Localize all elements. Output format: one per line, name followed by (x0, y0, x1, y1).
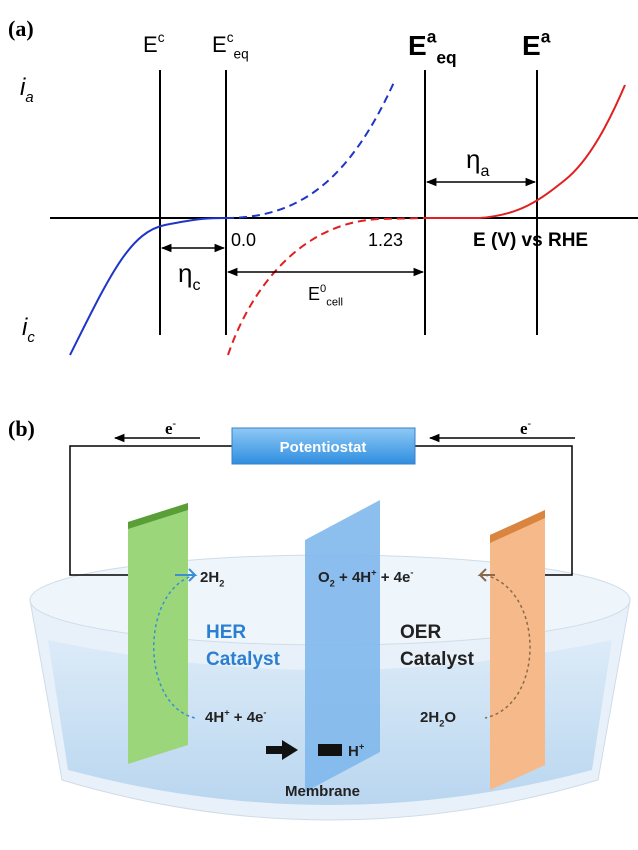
electron-label: e- (165, 418, 177, 438)
text-part: - (263, 707, 266, 717)
text-part: E (212, 32, 227, 57)
text-part: eq (436, 47, 456, 67)
text-part: + 4e (377, 569, 411, 586)
panel-a (50, 70, 638, 355)
figure: (a)EcEceqEaeqEaiaicηaηc0.01.23E (V) vs R… (0, 0, 638, 850)
membrane (305, 500, 380, 792)
panel-b (30, 428, 630, 820)
her-curve (70, 218, 226, 355)
text-part: E (143, 32, 158, 57)
text-part: 2H (420, 709, 439, 726)
potential-label: Ea (522, 26, 551, 61)
text-part: a (427, 26, 437, 46)
catalyst-label: OER (400, 622, 441, 643)
reactant-label: 4H+ + 4e- (205, 707, 267, 726)
text-part: - (528, 418, 532, 429)
text-part: O (444, 709, 456, 726)
text-part: 2H (200, 569, 219, 586)
text-part: H (348, 743, 359, 760)
text-part: η (178, 258, 192, 288)
text-part: c (27, 330, 35, 346)
axis-title: E (V) vs RHE (473, 230, 588, 251)
text-part: eq (234, 47, 249, 62)
axis-value: 0.0 (231, 230, 256, 250)
text-part: + 4H (335, 569, 371, 586)
panel-label: (a) (8, 16, 34, 41)
potential-label: Ec (143, 30, 165, 57)
text-part: a (541, 26, 551, 46)
her-electrode (128, 503, 188, 764)
text-part: 0 (320, 283, 326, 295)
text-part: E (308, 284, 320, 304)
text-part: + (359, 741, 365, 751)
text-part: E (408, 30, 427, 61)
panel-label: (b) (8, 416, 35, 441)
overpotential-label: ηc (178, 258, 201, 294)
cell-potential-label: E0cell (308, 283, 343, 309)
potential-label: Eaeq (408, 26, 457, 67)
text-part: c (158, 30, 165, 45)
potential-label: Eceq (212, 30, 249, 62)
axis-value: 1.23 (368, 230, 403, 250)
proton-block (318, 744, 342, 756)
text-part: + 4e (230, 709, 264, 726)
text-part: η (466, 144, 480, 174)
oer-curve (425, 85, 625, 218)
text-part: cell (326, 296, 343, 308)
current-label: ia (20, 74, 34, 106)
reactant-label: 2H2O (420, 709, 456, 729)
electron-label: e- (520, 418, 532, 438)
text-part: c (192, 276, 200, 294)
text-part: c (227, 30, 234, 45)
text-part: - (173, 418, 177, 429)
text-part: - (410, 567, 413, 577)
current-label: ic (22, 314, 35, 346)
catalyst-label: Catalyst (400, 649, 475, 670)
text-part: a (25, 90, 33, 106)
text-part: O (318, 569, 330, 586)
potentiostat-label: Potentiostat (280, 439, 367, 456)
membrane-label: Membrane (285, 783, 360, 800)
overpotential-label: ηa (466, 144, 489, 180)
oer-electrode (490, 510, 545, 790)
text-part: E (522, 30, 541, 61)
text-part: a (480, 162, 489, 180)
catalyst-label: HER (206, 622, 246, 643)
text-part: 4H (205, 709, 224, 726)
her-reverse-curve (226, 80, 395, 218)
text-part: 2 (219, 579, 224, 589)
catalyst-label: Catalyst (206, 649, 281, 670)
